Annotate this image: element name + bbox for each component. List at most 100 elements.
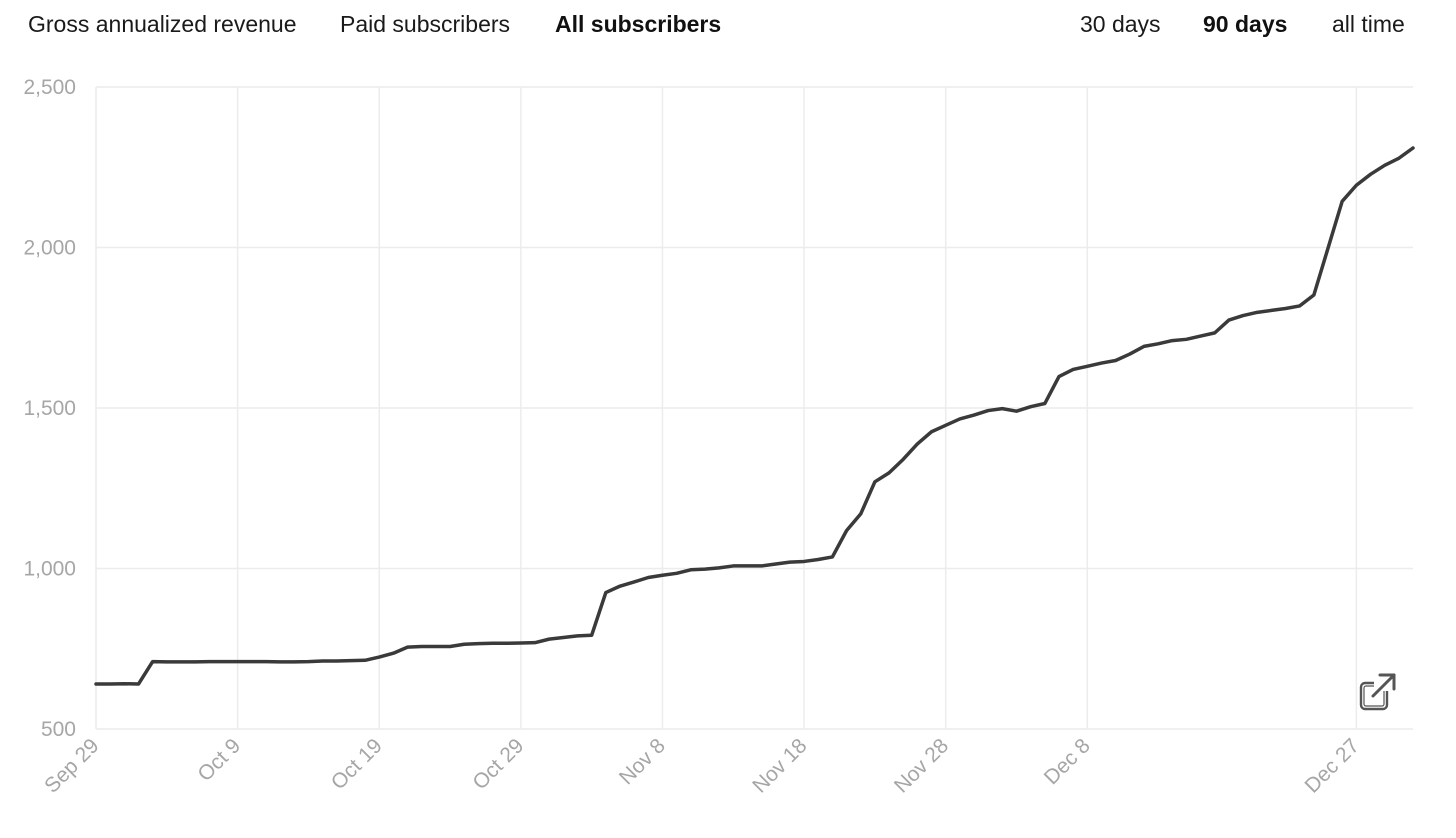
x-tick-label: Nov 18 — [748, 734, 811, 797]
data-point — [718, 566, 721, 569]
data-point — [788, 561, 791, 564]
data-point — [973, 414, 976, 417]
data-point — [1341, 200, 1344, 203]
data-point — [1043, 402, 1046, 405]
data-point — [1242, 314, 1245, 317]
data-point — [123, 682, 126, 685]
y-tick-label: 2,000 — [23, 237, 76, 260]
data-point — [647, 576, 650, 579]
data-point — [958, 417, 961, 420]
data-point — [307, 660, 310, 663]
data-point — [236, 660, 239, 663]
y-tick-label: 500 — [41, 718, 76, 741]
tab-bar: Gross annualized revenue Paid subscriber… — [0, 0, 1456, 52]
tab-gross-annualized-revenue[interactable]: Gross annualized revenue — [28, 11, 297, 37]
y-axis: 500 1,000 1,500 2,000 2,500 — [23, 76, 76, 741]
data-point — [250, 660, 253, 663]
data-point — [916, 442, 919, 445]
data-point — [534, 641, 537, 644]
data-point — [505, 642, 508, 645]
data-point — [817, 558, 820, 561]
data-point — [279, 660, 282, 663]
x-tick-label: Dec 8 — [1040, 734, 1095, 789]
data-point — [859, 512, 862, 515]
data-point — [378, 656, 381, 659]
data-point — [732, 564, 735, 567]
x-tick-label: Nov 8 — [615, 734, 670, 789]
data-point — [1072, 368, 1075, 371]
data-point — [703, 568, 706, 571]
series-layer — [94, 146, 1415, 686]
data-point — [1298, 304, 1301, 307]
data-point — [803, 560, 806, 563]
data-point — [208, 660, 211, 663]
x-tick-label: Oct 9 — [193, 734, 245, 786]
tab-all-subscribers[interactable]: All subscribers — [555, 11, 722, 37]
data-point — [930, 430, 933, 433]
data-point — [902, 458, 905, 461]
data-point — [519, 641, 522, 644]
range-30-days[interactable]: 30 days — [1080, 11, 1161, 37]
x-tick-label: Oct 19 — [327, 734, 387, 794]
data-point — [576, 634, 579, 637]
data-point — [774, 563, 777, 566]
data-point — [1256, 311, 1259, 314]
range-all-time[interactable]: all time — [1332, 11, 1405, 37]
data-point — [95, 683, 98, 686]
range-90-days[interactable]: 90 days — [1203, 11, 1288, 37]
data-point — [831, 555, 834, 558]
data-point — [746, 564, 749, 567]
data-point — [1001, 407, 1004, 410]
data-point — [349, 659, 352, 662]
data-point — [420, 645, 423, 648]
data-point — [1412, 146, 1415, 149]
data-point — [1128, 353, 1131, 356]
data-point — [463, 643, 466, 646]
tab-paid-subscribers[interactable]: Paid subscribers — [340, 11, 511, 37]
data-point — [1142, 345, 1145, 348]
data-point — [449, 645, 452, 648]
y-tick-label: 1,500 — [23, 397, 76, 420]
data-point — [293, 660, 296, 663]
data-point — [1270, 309, 1273, 312]
data-point — [618, 585, 621, 588]
data-point — [661, 574, 664, 577]
x-tick-label: Oct 29 — [468, 734, 528, 794]
data-point — [264, 660, 267, 663]
external-link-icon[interactable] — [1359, 673, 1396, 711]
data-point — [590, 634, 593, 637]
data-point — [392, 652, 395, 655]
data-point — [760, 564, 763, 567]
data-point — [1114, 359, 1117, 362]
data-point — [434, 645, 437, 648]
data-point — [604, 591, 607, 594]
y-tick-label: 2,500 — [23, 76, 76, 99]
data-point — [1213, 331, 1216, 334]
data-point — [845, 529, 848, 532]
data-point — [1057, 375, 1060, 378]
data-point — [1312, 294, 1315, 297]
data-point — [873, 480, 876, 483]
y-tick-label: 1,000 — [23, 558, 76, 581]
x-axis: Sep 29 Oct 9 Oct 19 Oct 29 Nov 8 Nov 18 Nov 28… — [40, 734, 1364, 797]
data-point — [364, 659, 367, 662]
data-point — [194, 660, 197, 663]
data-point — [1100, 362, 1103, 365]
data-point — [1284, 307, 1287, 310]
data-point — [222, 660, 225, 663]
data-point — [1185, 338, 1188, 341]
data-point — [406, 646, 409, 649]
x-tick-label: Sep 29 — [40, 734, 103, 797]
data-point — [1199, 335, 1202, 338]
data-point — [1029, 405, 1032, 408]
data-point — [1171, 339, 1174, 342]
data-point — [689, 568, 692, 571]
data-point — [1327, 247, 1330, 250]
data-point — [1157, 342, 1160, 345]
data-point — [1086, 365, 1089, 368]
data-point — [179, 660, 182, 663]
data-point — [321, 659, 324, 662]
x-tick-label: Dec 27 — [1301, 734, 1364, 797]
data-point — [1383, 164, 1386, 167]
